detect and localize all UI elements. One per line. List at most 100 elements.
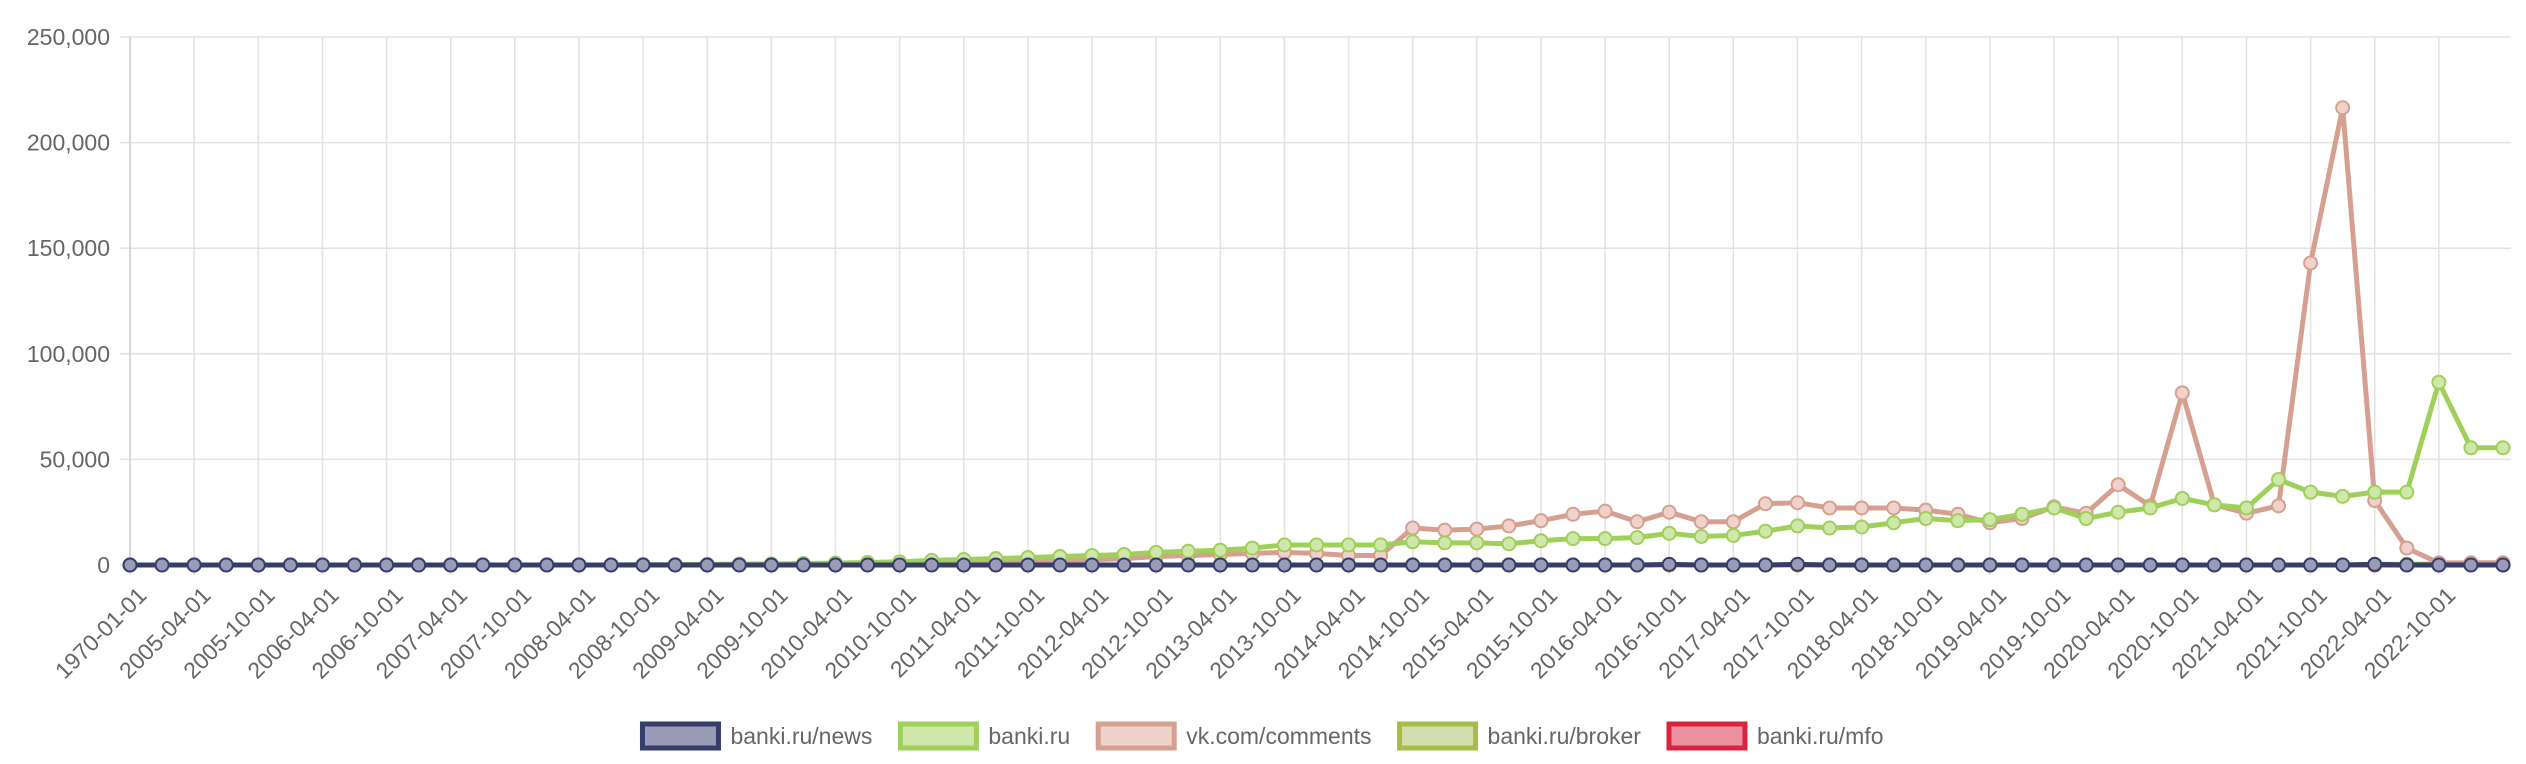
data-point[interactable] [444, 559, 457, 572]
data-point[interactable] [412, 559, 425, 572]
data-point[interactable] [476, 559, 489, 572]
data-point[interactable] [1631, 559, 1644, 572]
data-point[interactable] [348, 559, 361, 572]
data-point[interactable] [188, 559, 201, 572]
data-point[interactable] [2400, 559, 2413, 572]
data-point[interactable] [2272, 499, 2285, 512]
data-point[interactable] [2336, 101, 2349, 114]
data-point[interactable] [2144, 559, 2157, 572]
legend-item-banki-ru-news[interactable]: banki.ru/news [642, 723, 872, 749]
data-point[interactable] [1438, 559, 1451, 572]
data-point[interactable] [1727, 529, 1740, 542]
data-point[interactable] [1567, 508, 1580, 521]
data-point[interactable] [1214, 544, 1227, 557]
data-point[interactable] [2464, 559, 2477, 572]
data-point[interactable] [1823, 559, 1836, 572]
data-point[interactable] [1502, 537, 1515, 550]
data-point[interactable] [1695, 530, 1708, 543]
data-point[interactable] [540, 559, 553, 572]
data-point[interactable] [1919, 512, 1932, 525]
data-point[interactable] [2015, 508, 2028, 521]
data-point[interactable] [1182, 559, 1195, 572]
data-point[interactable] [2176, 386, 2189, 399]
data-point[interactable] [1310, 559, 1323, 572]
data-point[interactable] [2015, 559, 2028, 572]
data-point[interactable] [1695, 559, 1708, 572]
data-point[interactable] [1438, 536, 1451, 549]
data-point[interactable] [1631, 515, 1644, 528]
data-point[interactable] [2368, 558, 2381, 571]
data-point[interactable] [1406, 559, 1419, 572]
data-point[interactable] [925, 559, 938, 572]
data-point[interactable] [1470, 523, 1483, 536]
data-point[interactable] [1086, 559, 1099, 572]
data-point[interactable] [1150, 559, 1163, 572]
data-point[interactable] [316, 559, 329, 572]
data-point[interactable] [1374, 538, 1387, 551]
data-point[interactable] [1470, 559, 1483, 572]
data-point[interactable] [2272, 473, 2285, 486]
data-point[interactable] [1278, 559, 1291, 572]
data-point[interactable] [1310, 538, 1323, 551]
data-point[interactable] [1983, 513, 1996, 526]
data-point[interactable] [1342, 538, 1355, 551]
data-point[interactable] [1214, 559, 1227, 572]
data-point[interactable] [1150, 546, 1163, 559]
data-point[interactable] [1470, 536, 1483, 549]
legend-item-banki-ru-broker[interactable]: banki.ru/broker [1400, 723, 1642, 749]
data-point[interactable] [1663, 506, 1676, 519]
legend[interactable]: banki.ru/news banki.ru vk.com/comments bank… [642, 723, 1883, 749]
data-point[interactable] [1951, 559, 1964, 572]
data-point[interactable] [380, 559, 393, 572]
data-point[interactable] [284, 559, 297, 572]
data-point[interactable] [1567, 559, 1580, 572]
legend-item-vk-com-comments[interactable]: vk.com/comments [1098, 723, 1371, 749]
data-point[interactable] [2240, 501, 2253, 514]
data-point[interactable] [2080, 512, 2093, 525]
data-point[interactable] [957, 559, 970, 572]
data-point[interactable] [220, 559, 233, 572]
data-point[interactable] [733, 559, 746, 572]
data-point[interactable] [1887, 516, 1900, 529]
data-point[interactable] [1855, 559, 1868, 572]
data-point[interactable] [1438, 524, 1451, 537]
data-point[interactable] [1791, 558, 1804, 571]
data-point[interactable] [2112, 478, 2125, 491]
data-point[interactable] [2304, 486, 2317, 499]
data-point[interactable] [637, 559, 650, 572]
data-point[interactable] [2400, 542, 2413, 555]
data-point[interactable] [1118, 559, 1131, 572]
data-point[interactable] [1759, 525, 1772, 538]
data-point[interactable] [1053, 559, 1066, 572]
data-point[interactable] [1951, 514, 1964, 527]
data-point[interactable] [1823, 522, 1836, 535]
data-point[interactable] [1278, 538, 1291, 551]
data-point[interactable] [2304, 256, 2317, 269]
data-point[interactable] [1246, 542, 1259, 555]
data-point[interactable] [1855, 501, 1868, 514]
data-point[interactable] [2432, 559, 2445, 572]
data-point[interactable] [508, 559, 521, 572]
data-point[interactable] [252, 559, 265, 572]
data-point[interactable] [2464, 441, 2477, 454]
data-point[interactable] [1534, 559, 1547, 572]
data-point[interactable] [1791, 496, 1804, 509]
data-point[interactable] [765, 559, 778, 572]
data-point[interactable] [989, 559, 1002, 572]
data-point[interactable] [1663, 527, 1676, 540]
data-point[interactable] [1791, 519, 1804, 532]
data-point[interactable] [2176, 559, 2189, 572]
data-point[interactable] [2304, 559, 2317, 572]
data-point[interactable] [1727, 515, 1740, 528]
data-point[interactable] [2048, 501, 2061, 514]
data-point[interactable] [2144, 501, 2157, 514]
data-point[interactable] [861, 559, 874, 572]
data-point[interactable] [2048, 559, 2061, 572]
data-point[interactable] [2112, 506, 2125, 519]
data-point[interactable] [1887, 501, 1900, 514]
data-point[interactable] [156, 559, 169, 572]
data-point[interactable] [1599, 559, 1612, 572]
data-point[interactable] [1631, 531, 1644, 544]
data-point[interactable] [2176, 492, 2189, 505]
data-point[interactable] [1374, 559, 1387, 572]
